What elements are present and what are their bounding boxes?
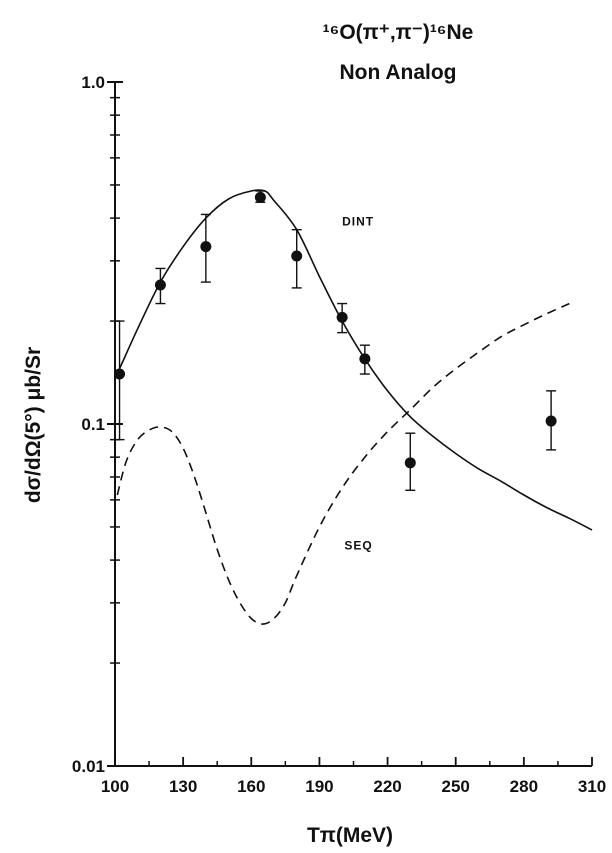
data-point	[545, 415, 557, 427]
series-dint-curve	[118, 189, 593, 531]
curve-label-seq: SEQ	[344, 538, 372, 552]
y-tick-label: 0.01	[72, 757, 105, 776]
x-tick-label: 160	[237, 777, 265, 796]
x-tick-label: 220	[373, 777, 401, 796]
y-axis-label: dσ/dΩ(5°) μb/Sr	[22, 347, 45, 503]
x-axis-ticks: 100 130 160 190 220 250 280 310	[101, 757, 606, 796]
data-point	[254, 191, 266, 203]
data-point	[291, 250, 303, 262]
data-point	[200, 241, 212, 253]
curve-labels: DINT SEQ	[342, 215, 374, 553]
model-curves	[116, 189, 593, 625]
data-point	[404, 457, 416, 469]
y-tick-label: 1.0	[81, 73, 105, 92]
y-axis-ticks: 0.01 0.1 1.0	[72, 73, 123, 776]
curve-label-dint: DINT	[342, 215, 374, 229]
x-tick-label: 310	[578, 777, 606, 796]
x-tick-label: 190	[305, 777, 333, 796]
x-tick-label: 250	[442, 777, 470, 796]
chart-title-line-2: Non Analog	[339, 61, 456, 84]
x-tick-label: 100	[101, 777, 129, 796]
data-point	[154, 279, 166, 291]
x-axis-label: Tπ(MeV)	[307, 824, 393, 847]
axes	[114, 82, 592, 767]
data-point	[114, 368, 126, 380]
x-tick-label: 280	[510, 777, 538, 796]
series-seq-curve	[116, 302, 570, 625]
chart-title-line-1: ¹⁶O(π⁺,π⁻)¹⁶Ne	[323, 21, 474, 44]
data-points	[114, 190, 557, 491]
x-tick-label: 130	[169, 777, 197, 796]
data-point	[336, 311, 348, 323]
data-point	[359, 353, 371, 365]
y-tick-label: 0.1	[81, 415, 105, 434]
